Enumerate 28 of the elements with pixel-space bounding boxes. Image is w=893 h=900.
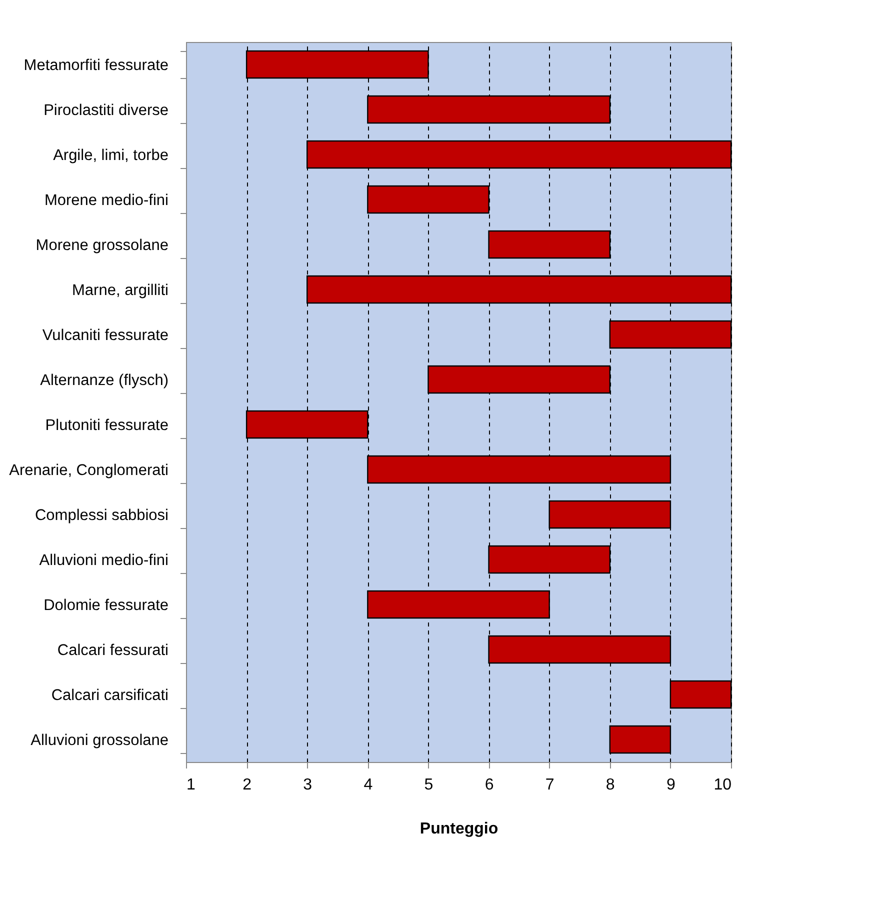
x-tick-label: 5 [424, 776, 434, 794]
y-tick-label: Plutoniti fessurate [45, 417, 168, 434]
y-tick-label: Marne, argilliti [72, 282, 168, 299]
x-tick-label: 2 [242, 776, 252, 794]
y-tick-label: Argile, limi, torbe [53, 147, 168, 164]
bar [367, 590, 550, 619]
x-tick-label: 1 [186, 776, 196, 794]
x-tick-label: 6 [484, 776, 494, 794]
y-tick-label: Morene medio-fini [44, 192, 168, 209]
x-tick-label: 8 [606, 776, 615, 794]
y-tick-label: Piroclastiti diverse [44, 102, 168, 119]
y-tick-label: Metamorfiti fessurate [24, 57, 168, 74]
x-tick-label: 4 [364, 776, 373, 794]
y-tick-label: Alternanze (flysch) [40, 372, 168, 389]
x-tick-label: 3 [303, 776, 312, 794]
y-tick-label: Arenarie, Conglomerati [9, 462, 168, 479]
y-tick-label: Complessi sabbiosi [34, 507, 168, 524]
y-tick-label: Calcari carsificati [51, 687, 168, 704]
x-tick-label: 7 [545, 776, 554, 794]
x-axis-title: Punteggio [420, 820, 498, 838]
x-tick-label: 9 [666, 776, 676, 794]
y-tick-label: Alluvioni grossolane [30, 732, 168, 749]
y-tick-label: Morene grossolane [36, 237, 168, 254]
y-tick-label: Alluvioni medio-fini [39, 552, 168, 569]
y-tick-label: Dolomie fessurate [44, 597, 168, 614]
x-tick-label: 10 [714, 776, 732, 794]
y-tick-label: Vulcaniti fessurate [42, 327, 168, 344]
y-tick-label: Calcari fessurati [57, 642, 168, 659]
